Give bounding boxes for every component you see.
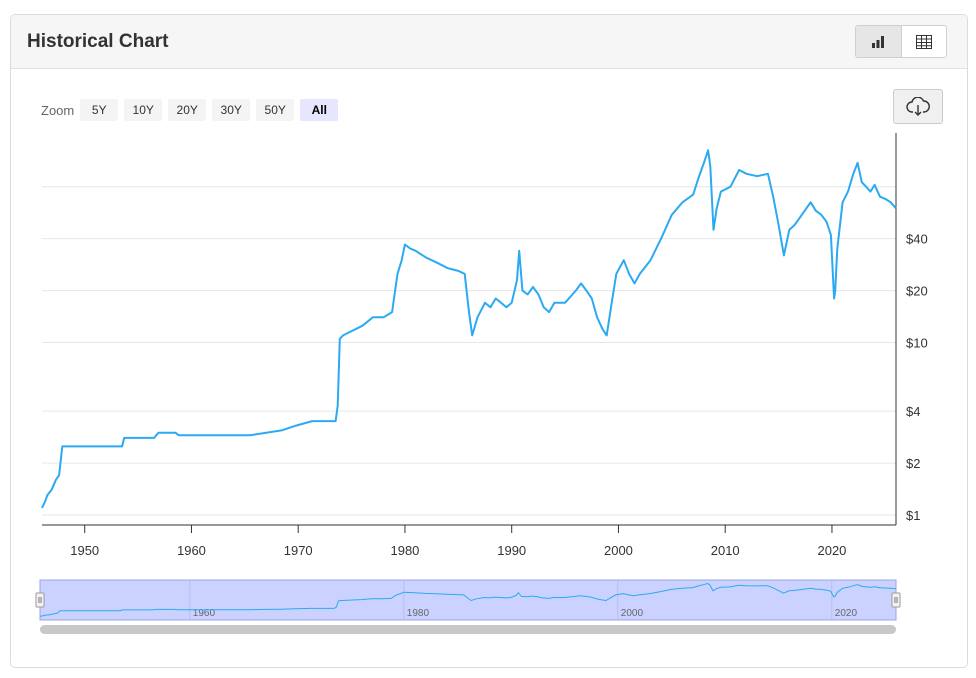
scrollbar-thumb[interactable] xyxy=(40,625,896,634)
x-tick-label: 1960 xyxy=(177,543,206,558)
y-tick-label: $40 xyxy=(906,232,928,247)
x-tick-label: 2010 xyxy=(711,543,740,558)
grid-lines xyxy=(42,186,896,516)
navigator-line xyxy=(39,582,897,617)
y-axis: $1 $2 $4 $10 $20 $40 xyxy=(906,232,928,523)
navigator-tick-label: 1980 xyxy=(407,608,430,619)
navigator-tick-label: 1960 xyxy=(193,608,216,619)
y-tick-label: $4 xyxy=(906,404,920,419)
handle-grip[interactable] xyxy=(891,592,901,608)
x-tick-label: 2000 xyxy=(604,543,633,558)
y-tick-label: $2 xyxy=(906,456,920,471)
x-tick-label: 1950 xyxy=(70,543,99,558)
historical-chart-panel: Historical Chart xyxy=(10,14,968,668)
zoom-bar: Zoom 5Y 10Y 20Y 30Y 50Y All xyxy=(41,99,344,121)
navigator-selection[interactable] xyxy=(39,579,897,621)
chart-view-button[interactable] xyxy=(856,26,902,57)
panel-title: Historical Chart xyxy=(27,31,169,52)
download-button[interactable] xyxy=(893,89,943,124)
zoom-5y-button[interactable]: 5Y xyxy=(80,99,119,121)
zoom-20y-button[interactable]: 20Y xyxy=(168,99,207,121)
x-tick-label: 1970 xyxy=(284,543,313,558)
y-tick-label: $10 xyxy=(906,336,928,351)
zoom-all-button[interactable]: All xyxy=(300,99,339,121)
navigator[interactable]: 1960 1980 2000 2020 xyxy=(35,579,901,634)
bar-chart-icon xyxy=(872,35,885,48)
plot-area xyxy=(41,149,897,509)
view-toggle xyxy=(855,25,947,58)
zoom-50y-button[interactable]: 50Y xyxy=(256,99,295,121)
table-view-button[interactable] xyxy=(902,26,947,57)
price-line xyxy=(41,149,897,509)
table-icon xyxy=(915,34,932,49)
navigator-tick-label: 2020 xyxy=(835,608,858,619)
zoom-30y-button[interactable]: 30Y xyxy=(212,99,251,121)
navigator-right-handle[interactable] xyxy=(891,592,901,608)
zoom-label: Zoom xyxy=(41,102,75,118)
handle-grip[interactable] xyxy=(35,592,45,608)
y-tick-label: $20 xyxy=(906,284,928,299)
y-tick-label: $1 xyxy=(906,508,920,523)
axis-lines xyxy=(42,133,897,526)
zoom-10y-button[interactable]: 10Y xyxy=(124,99,163,121)
panel-header: Historical Chart xyxy=(11,15,967,69)
x-tick-label: 1980 xyxy=(390,543,419,558)
x-tick-label: 1990 xyxy=(497,543,526,558)
x-tick-label: 2020 xyxy=(817,543,846,558)
cloud-download-icon xyxy=(906,96,930,116)
navigator-tick-label: 2000 xyxy=(621,608,644,619)
x-axis: 1950 1960 1970 1980 1990 2000 2010 2020 xyxy=(70,525,846,558)
navigator-left-handle[interactable] xyxy=(35,592,45,608)
